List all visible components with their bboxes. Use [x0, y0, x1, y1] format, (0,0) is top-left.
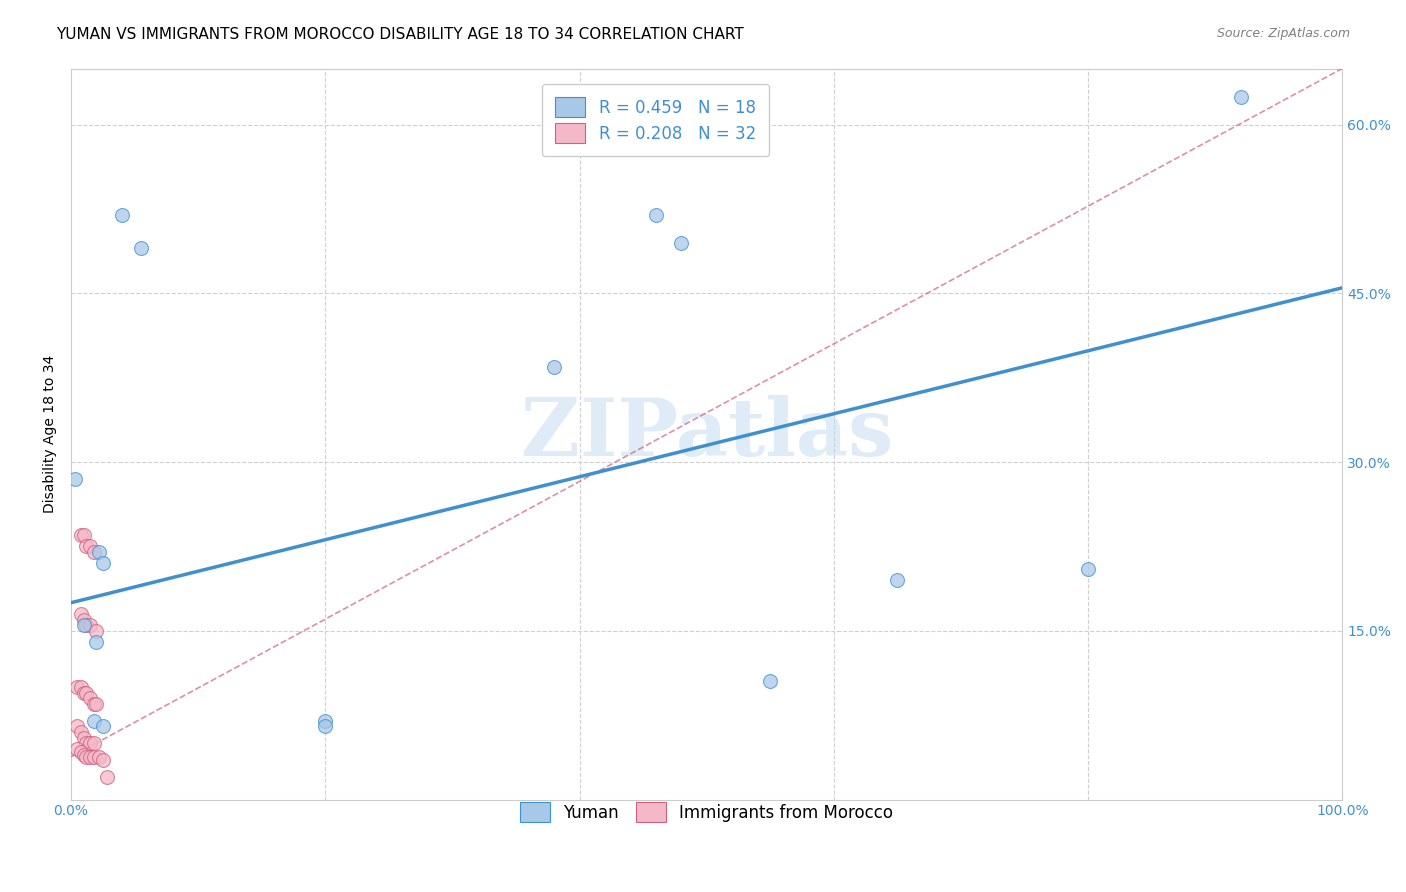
Point	[314, 719, 336, 733]
Point	[73, 731, 96, 745]
Legend: Yuman, Immigrants from Morocco: Yuman, Immigrants from Morocco	[506, 789, 907, 835]
Point	[73, 618, 96, 632]
Point	[86, 624, 108, 638]
Point	[87, 545, 110, 559]
Point	[79, 736, 101, 750]
Point	[79, 691, 101, 706]
Point	[86, 697, 108, 711]
Point	[70, 607, 93, 621]
Y-axis label: Disability Age 18 to 34: Disability Age 18 to 34	[44, 355, 58, 513]
Point	[79, 540, 101, 554]
Point	[75, 618, 97, 632]
Point	[96, 770, 118, 784]
Point	[1229, 89, 1251, 103]
Point	[70, 725, 93, 739]
Point	[87, 749, 110, 764]
Point	[83, 545, 105, 559]
Point	[671, 235, 693, 250]
Point	[66, 719, 89, 733]
Text: Source: ZipAtlas.com: Source: ZipAtlas.com	[1216, 27, 1350, 40]
Point	[75, 749, 97, 764]
Point	[83, 714, 105, 728]
Point	[83, 749, 105, 764]
Point	[543, 359, 565, 374]
Point	[66, 680, 89, 694]
Text: YUMAN VS IMMIGRANTS FROM MOROCCO DISABILITY AGE 18 TO 34 CORRELATION CHART: YUMAN VS IMMIGRANTS FROM MOROCCO DISABIL…	[56, 27, 744, 42]
Point	[111, 208, 134, 222]
Point	[886, 573, 908, 587]
Point	[759, 674, 782, 689]
Point	[91, 719, 114, 733]
Point	[91, 557, 114, 571]
Point	[1077, 562, 1099, 576]
Point	[79, 618, 101, 632]
Point	[73, 747, 96, 762]
Point	[79, 749, 101, 764]
Point	[86, 635, 108, 649]
Point	[314, 714, 336, 728]
Point	[73, 613, 96, 627]
Point	[75, 736, 97, 750]
Point	[73, 686, 96, 700]
Point	[73, 528, 96, 542]
Text: ZIPatlas: ZIPatlas	[520, 395, 893, 473]
Point	[70, 680, 93, 694]
Point	[75, 686, 97, 700]
Point	[644, 208, 666, 222]
Point	[83, 697, 105, 711]
Point	[83, 736, 105, 750]
Point	[66, 742, 89, 756]
Point	[129, 242, 152, 256]
Point	[70, 528, 93, 542]
Point	[75, 540, 97, 554]
Point	[70, 745, 93, 759]
Point	[63, 472, 86, 486]
Point	[91, 753, 114, 767]
